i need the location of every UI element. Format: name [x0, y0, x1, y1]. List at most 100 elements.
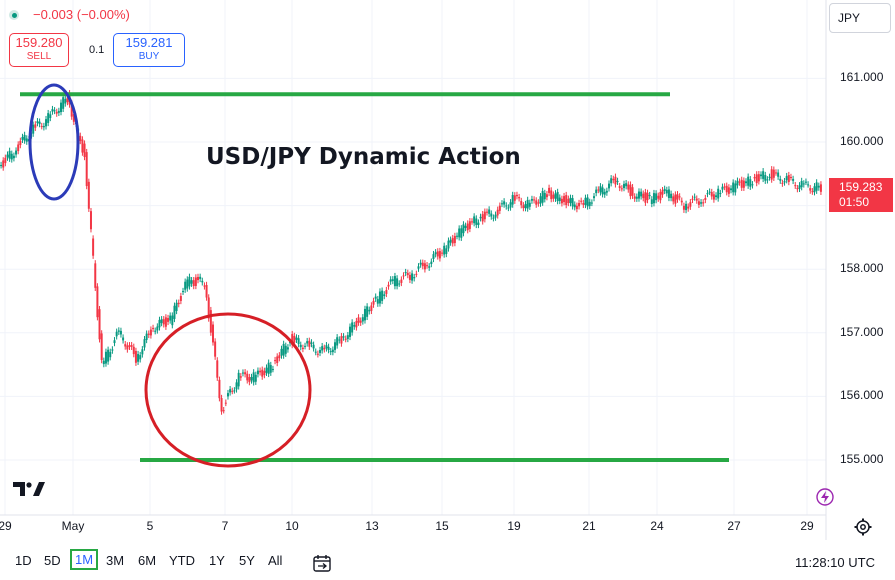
price-candle	[719, 193, 722, 195]
price-candle	[158, 319, 161, 328]
buy-button[interactable]: 159.281 BUY	[113, 33, 185, 67]
timeframe-1m[interactable]: 1M	[70, 549, 99, 570]
timeframe-all[interactable]: All	[268, 553, 283, 568]
time-tick-label: 13	[365, 519, 379, 533]
timeframe-3m[interactable]: 3M	[106, 553, 125, 568]
price-candle	[89, 211, 92, 230]
price-candle	[143, 339, 146, 348]
price-candle	[620, 188, 623, 190]
price-candle	[299, 344, 302, 348]
price-candle	[100, 333, 103, 361]
price-candle	[203, 285, 206, 287]
price-candle	[764, 175, 767, 181]
price-candle	[173, 305, 176, 319]
price-candle	[366, 306, 369, 317]
price-candle	[42, 126, 45, 128]
price-candle	[730, 188, 733, 191]
clock[interactable]: 11:28:10 UTC	[795, 555, 875, 570]
price-candle	[301, 347, 304, 350]
price-candle	[17, 144, 20, 152]
price-candle	[792, 178, 795, 181]
price-candle	[36, 121, 39, 124]
price-candle	[648, 195, 651, 197]
price-candle	[676, 194, 679, 200]
price-candle	[578, 203, 581, 207]
price-candle	[186, 279, 189, 289]
price-candle	[704, 198, 707, 200]
price-candle	[295, 337, 298, 340]
price-candle	[396, 278, 399, 287]
price-candle	[815, 182, 818, 191]
price-candle	[49, 114, 52, 118]
price-candle	[441, 252, 444, 254]
price-candle	[398, 283, 401, 285]
price-candle	[458, 228, 461, 238]
price-candle	[680, 200, 683, 203]
price-candle	[306, 341, 309, 344]
price-candle	[47, 113, 50, 123]
chart-title: USD/JPY Dynamic Action	[206, 144, 521, 170]
price-candle	[477, 222, 480, 225]
price-candle	[530, 198, 533, 201]
timeframe-6m[interactable]: 6M	[138, 553, 157, 568]
sell-button[interactable]: 159.280 SELL	[9, 33, 69, 67]
price-candle	[503, 201, 506, 205]
timeframe-5d[interactable]: 5D	[44, 553, 61, 568]
price-candle	[723, 186, 726, 188]
price-candle	[124, 344, 127, 347]
price-candle	[408, 274, 411, 280]
price-candle	[246, 373, 249, 381]
price-candle	[471, 221, 474, 223]
price-candle	[169, 315, 172, 321]
time-tick-label: 29	[800, 519, 814, 533]
price-candle	[119, 330, 122, 335]
price-candle	[21, 136, 24, 140]
price-candle	[252, 372, 255, 383]
price-candle	[759, 174, 762, 177]
lightning-icon[interactable]	[816, 488, 834, 506]
price-candle	[689, 202, 692, 207]
price-candle	[545, 194, 548, 198]
price-candle	[374, 296, 377, 299]
price-candle	[787, 175, 790, 183]
timeframe-ytd[interactable]: YTD	[169, 553, 195, 568]
price-candle	[402, 275, 405, 277]
price-candle	[250, 376, 253, 381]
price-candle	[235, 382, 238, 390]
price-candle	[794, 185, 797, 187]
currency-selector[interactable]: JPY	[829, 3, 891, 33]
price-candle	[340, 336, 343, 344]
tradingview-logo-icon[interactable]	[13, 480, 45, 498]
price-candle	[319, 350, 322, 353]
price-candle	[282, 343, 285, 356]
price-candle	[567, 198, 570, 203]
price-tick-label: 158.000	[840, 261, 884, 276]
price-candle	[175, 302, 178, 311]
price-candle	[524, 204, 527, 209]
price-candle	[426, 265, 429, 267]
date-range-icon[interactable]	[312, 553, 332, 573]
price-candle	[513, 195, 516, 201]
price-candle	[66, 97, 69, 103]
price-candle	[342, 336, 345, 338]
price-candle	[25, 138, 28, 142]
price-series	[0, 90, 822, 415]
timeframe-1y[interactable]: 1Y	[209, 553, 225, 568]
price-candle	[518, 197, 521, 199]
price-candle	[179, 296, 182, 301]
price-candle	[126, 345, 129, 350]
price-tick-label: 160.000	[840, 134, 884, 148]
price-candle	[622, 183, 625, 189]
timeframe-1d[interactable]: 1D	[15, 553, 32, 568]
price-candle	[57, 110, 60, 113]
price-candle	[685, 203, 688, 211]
price-candle	[432, 254, 435, 259]
price-candle	[449, 239, 452, 243]
settings-icon[interactable]	[853, 517, 873, 537]
price-candle	[274, 360, 277, 362]
timeframe-5y[interactable]: 5Y	[239, 553, 255, 568]
price-candle	[554, 193, 557, 199]
price-candle	[239, 376, 242, 378]
price-candle	[757, 174, 760, 182]
